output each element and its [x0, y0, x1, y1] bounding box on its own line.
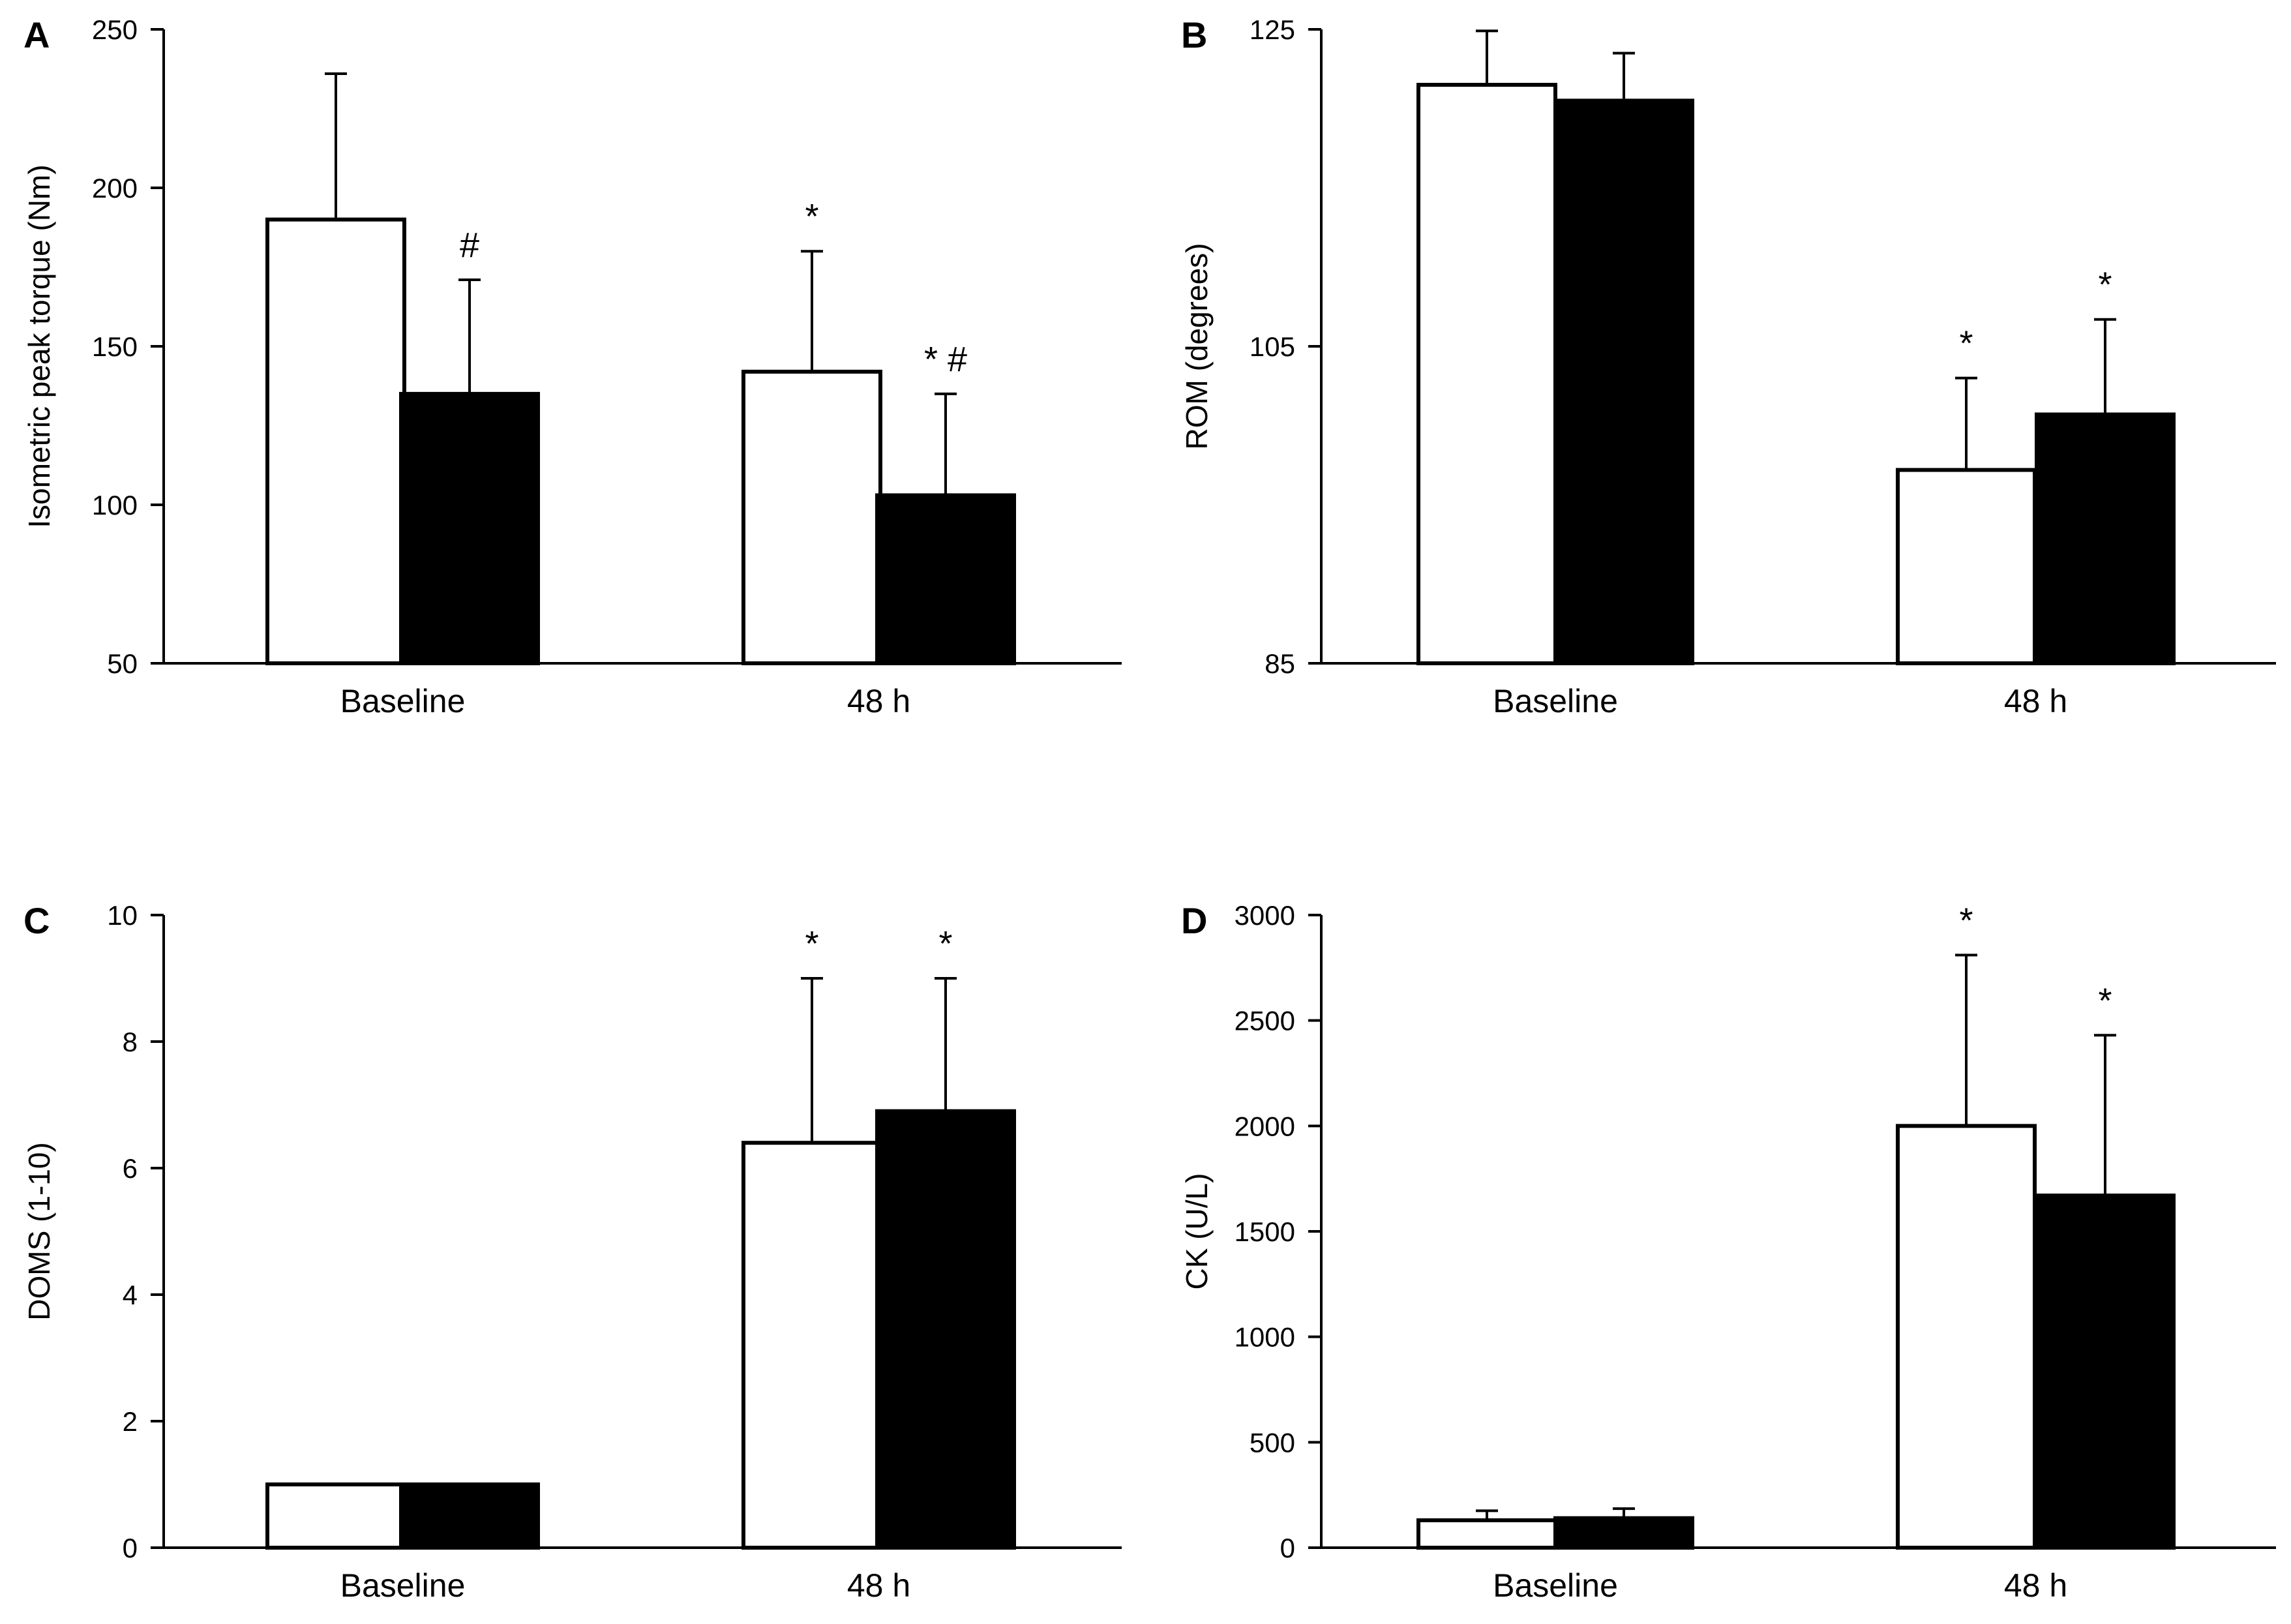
panel-b-category-label: 48 h: [2004, 683, 2067, 719]
panel-c-bar-open-48h: [741, 1141, 882, 1550]
panel-b-letter: B: [1181, 14, 1207, 55]
panel-d-bar-open-baseline: [1416, 1518, 1557, 1550]
panel-d-significance-marker: *: [2098, 981, 2112, 1020]
panel-c-category-label: 48 h: [847, 1567, 910, 1604]
panel-b-category-label: Baseline: [1493, 683, 1618, 719]
panel-a-y-tick-label: 200: [92, 173, 138, 203]
panel-d-bar-open-48h: [1896, 1124, 2037, 1550]
panel-b-bar-filled-baseline: [1553, 98, 1694, 666]
panel-a-bar-open-48h: [741, 369, 882, 665]
panel-b-significance-marker: *: [1959, 324, 1973, 363]
panel-b-bar-filled-48h: [2035, 412, 2176, 665]
panel-c-category-label: Baseline: [340, 1567, 466, 1604]
panel-a-category-label: 48 h: [847, 683, 910, 719]
panel-d-y-tick-label: 0: [1280, 1533, 1295, 1563]
panel-d-letter: D: [1181, 900, 1207, 941]
panel-b-bar-open-48h: [1896, 468, 2037, 665]
panel-a-letter: A: [23, 14, 50, 55]
panel-b-y-tick-label: 125: [1250, 14, 1295, 45]
panel-c-bar-filled-48h: [875, 1109, 1016, 1550]
panel-a-bar-open-baseline: [265, 217, 406, 666]
panel-c-significance-marker: *: [938, 924, 952, 963]
panel-d-y-tick-label: 2500: [1235, 1006, 1295, 1036]
panel-c-letter: C: [23, 900, 50, 941]
panel-b-significance-marker: *: [2098, 265, 2112, 305]
panel-b-y-axis-label: ROM (degrees): [1180, 243, 1214, 450]
panel-d-y-tick-label: 500: [1250, 1427, 1295, 1458]
panel-a-y-tick-label: 100: [92, 490, 138, 520]
panel-c-y-tick-label: 6: [123, 1153, 138, 1184]
panel-d-y-tick-label: 3000: [1235, 900, 1295, 931]
panel-b-y-tick-label: 85: [1265, 648, 1295, 679]
panel-a-y-tick-label: 50: [107, 648, 138, 679]
panel-a-bar-filled-48h: [875, 493, 1016, 665]
panel-c-bar-filled-baseline: [399, 1482, 540, 1550]
panel-c-significance-marker: *: [805, 924, 818, 963]
panel-c-y-tick-label: 4: [123, 1280, 138, 1310]
panel-c-y-axis-label: DOMS (1-10): [22, 1142, 56, 1320]
panel-c-bar-open-baseline: [265, 1482, 406, 1550]
panel-a-significance-marker: *: [805, 197, 818, 236]
panel-d-y-tick-label: 2000: [1235, 1111, 1295, 1141]
panel-d-y-tick-label: 1500: [1235, 1216, 1295, 1247]
panel-b-bar-open-baseline: [1416, 83, 1557, 666]
panel-a-y-tick-label: 250: [92, 14, 138, 45]
panel-a-y-tick-label: 150: [92, 331, 138, 362]
panel-c-y-tick-label: 8: [123, 1027, 138, 1057]
panel-d-y-tick-label: 1000: [1235, 1322, 1295, 1353]
panel-a-y-axis-label: Isometric peak torque (Nm): [22, 164, 56, 528]
panel-d-bar-filled-48h: [2035, 1194, 2176, 1550]
panel-d-significance-marker: *: [1959, 901, 1973, 940]
panel-c-y-tick-label: 0: [123, 1533, 138, 1563]
panel-a-significance-marker: #: [460, 226, 479, 265]
panel-d-category-label: 48 h: [2004, 1567, 2067, 1604]
panel-a-category-label: Baseline: [340, 683, 466, 719]
panel-d-y-axis-label: CK (U/L): [1180, 1173, 1214, 1290]
panel-c-y-tick-label: 2: [123, 1406, 138, 1437]
panel-d-category-label: Baseline: [1493, 1567, 1618, 1604]
panel-a-significance-marker: * #: [924, 340, 967, 379]
panel-d-bar-filled-baseline: [1553, 1516, 1694, 1550]
panel-c-y-tick-label: 10: [107, 900, 138, 931]
panel-a-bar-filled-baseline: [399, 391, 540, 666]
panel-b-y-tick-label: 105: [1250, 331, 1295, 362]
